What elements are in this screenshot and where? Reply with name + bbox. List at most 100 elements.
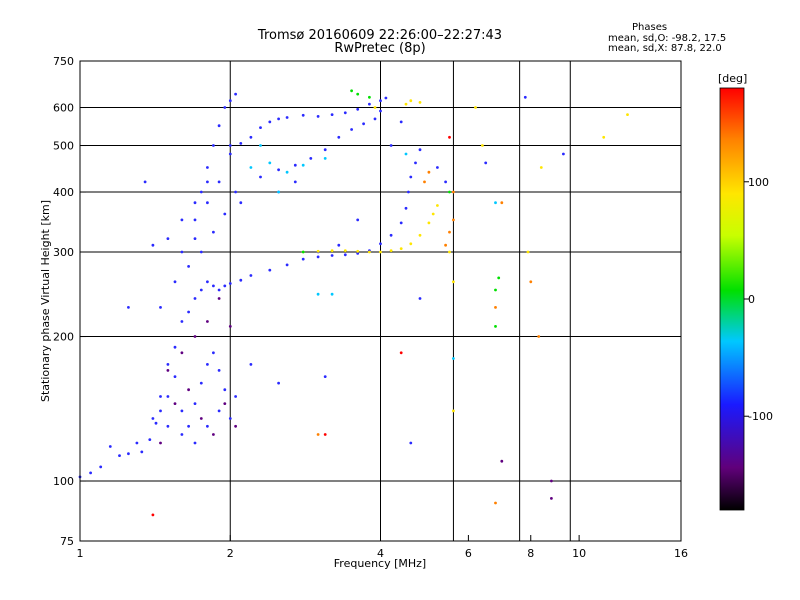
data-point (602, 135, 606, 139)
data-point (180, 250, 184, 254)
data-point (356, 218, 360, 222)
data-points (78, 89, 629, 517)
data-point (199, 190, 203, 194)
data-point (316, 292, 320, 296)
y-tick-label: 600 (53, 102, 74, 115)
data-point (135, 441, 139, 445)
data-point (118, 454, 121, 457)
axis-ticks: 1 2 4 6 8 10 16 75 100 200 300 400 500 600 750 (53, 55, 688, 560)
data-point (494, 501, 497, 505)
data-point (330, 113, 334, 116)
data-point (452, 409, 455, 413)
data-point (223, 284, 227, 288)
data-point (277, 117, 280, 121)
data-point (249, 166, 253, 169)
data-point (140, 450, 144, 454)
data-point (285, 116, 289, 119)
data-point (550, 479, 553, 483)
data-point (414, 161, 417, 165)
data-point (173, 345, 177, 349)
data-point (316, 115, 320, 118)
data-point (249, 135, 253, 139)
data-point (193, 402, 197, 405)
data-point (409, 242, 413, 246)
data-point (362, 122, 365, 126)
data-point (301, 113, 305, 117)
data-point (293, 163, 297, 167)
data-point (436, 166, 439, 169)
data-point (268, 161, 272, 165)
x-tick-label: 8 (527, 547, 534, 560)
data-point (259, 175, 262, 179)
data-point (223, 402, 227, 405)
data-point (379, 242, 382, 246)
phase-o-stats: mean, sd,O: -98.2, 17.5 (608, 33, 727, 44)
data-point (206, 320, 209, 323)
data-point (373, 117, 377, 121)
data-point (217, 297, 221, 300)
y-tick-label: 300 (53, 246, 74, 259)
data-point (409, 175, 413, 179)
data-point (423, 180, 426, 184)
y-tick-label: 750 (53, 55, 74, 68)
data-point (356, 92, 360, 96)
data-point (452, 218, 455, 222)
x-tick-label: 6 (465, 547, 472, 560)
colorbar-tick-label: 100 (748, 176, 769, 189)
data-point (223, 388, 227, 392)
data-point (277, 190, 280, 194)
data-point (239, 201, 243, 205)
data-point (217, 369, 221, 372)
data-point (431, 212, 435, 216)
x-tick-label: 2 (227, 547, 234, 560)
data-point (301, 257, 305, 261)
phases-heading: Phases (632, 22, 668, 33)
data-point (166, 369, 170, 372)
data-point (323, 433, 327, 436)
chart-title: Tromsø 20160609 22:26:00–22:27:43 (257, 28, 503, 43)
data-point (180, 320, 184, 323)
data-point (285, 170, 289, 174)
data-point (330, 254, 334, 257)
data-point (427, 221, 431, 225)
data-point (173, 402, 177, 405)
data-point (550, 497, 553, 500)
data-point (407, 190, 410, 194)
data-point (343, 249, 347, 253)
data-point (427, 170, 431, 174)
data-point (187, 388, 191, 392)
data-point (562, 152, 565, 156)
data-point (277, 381, 280, 385)
data-point (180, 433, 184, 436)
data-point (350, 128, 353, 131)
data-point (277, 168, 280, 172)
data-point (529, 280, 533, 284)
data-point (166, 395, 170, 398)
data-point (199, 288, 203, 292)
data-point (159, 306, 162, 309)
data-point (368, 95, 371, 99)
data-point (259, 126, 262, 129)
data-point (500, 459, 504, 463)
data-point (187, 424, 191, 428)
x-tick-label: 10 (572, 547, 586, 560)
data-point (206, 280, 209, 284)
data-point (444, 180, 447, 184)
data-point (143, 180, 147, 184)
data-point (199, 417, 203, 420)
data-point (399, 247, 403, 251)
x-tick-label: 4 (377, 547, 384, 560)
data-point (228, 152, 232, 156)
y-axis-label: Stationary phase Virtual Height [km] (39, 200, 52, 402)
data-point (228, 144, 232, 147)
data-point (484, 161, 488, 165)
data-point (343, 253, 347, 257)
data-point (268, 268, 272, 272)
data-point (154, 421, 158, 425)
data-point (350, 89, 353, 93)
x-tick-label: 1 (77, 547, 84, 560)
data-point (418, 233, 422, 237)
data-point (268, 120, 272, 124)
y-tick-label: 500 (53, 140, 74, 153)
data-point (193, 441, 197, 445)
